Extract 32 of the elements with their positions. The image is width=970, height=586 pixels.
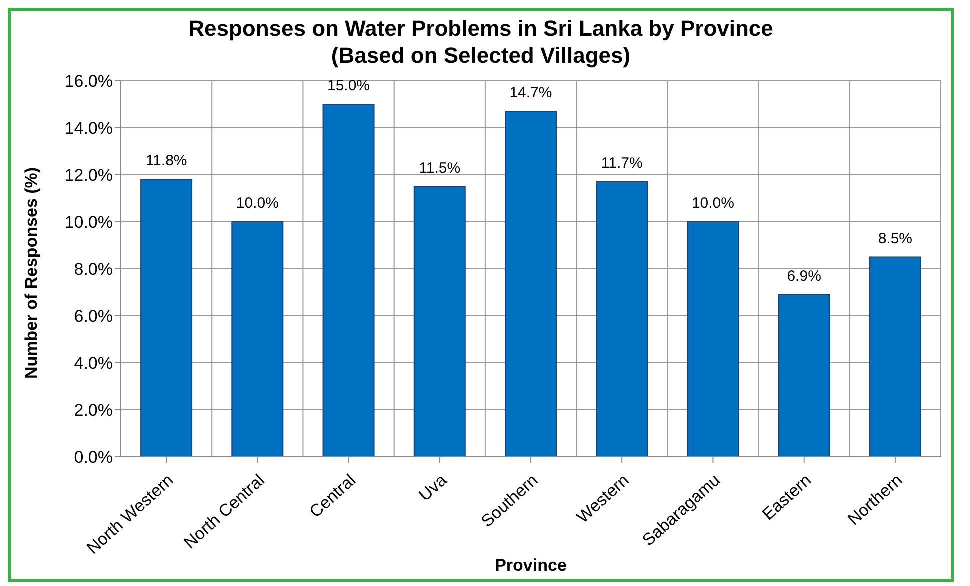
data-label: 11.5% [419, 160, 461, 177]
data-label: 10.0% [692, 195, 734, 212]
y-tick-label: 12.0% [64, 166, 113, 186]
y-tick-label: 6.0% [74, 307, 113, 326]
chart-subtitle: (Based on Selected Villages) [330, 42, 632, 69]
bar [322, 104, 375, 457]
bar [140, 179, 193, 457]
chart-title: Responses on Water Problems in Sri Lanka by Province [188, 15, 774, 42]
x-tick-label: Uva [415, 470, 451, 506]
data-label: 6.9% [787, 268, 822, 285]
bar [778, 294, 830, 457]
data-label: 15.0% [327, 78, 370, 94]
bar [869, 256, 922, 457]
bar [687, 222, 740, 457]
y-tick-label: 16.0% [64, 72, 113, 92]
bar [596, 182, 648, 457]
y-tick-label: 10.0% [64, 213, 113, 232]
y-tick-label: 0.0% [74, 448, 113, 468]
x-axis-title: Province [495, 556, 567, 575]
data-label: 14.7% [510, 84, 552, 102]
y-tick-label: 4.0% [74, 354, 113, 374]
data-label: 10.0% [236, 195, 279, 212]
data-label: 11.7% [601, 155, 643, 172]
y-axis-title: Number of Responses (%) [22, 167, 42, 379]
bar [232, 222, 284, 457]
data-label: 11.8% [146, 152, 188, 170]
y-tick-label: 2.0% [74, 401, 113, 420]
bar [414, 186, 466, 457]
y-tick-label: 14.0% [64, 119, 113, 138]
bar [504, 111, 557, 457]
data-label: 8.5% [878, 230, 913, 248]
y-tick-label: 8.0% [74, 260, 113, 280]
